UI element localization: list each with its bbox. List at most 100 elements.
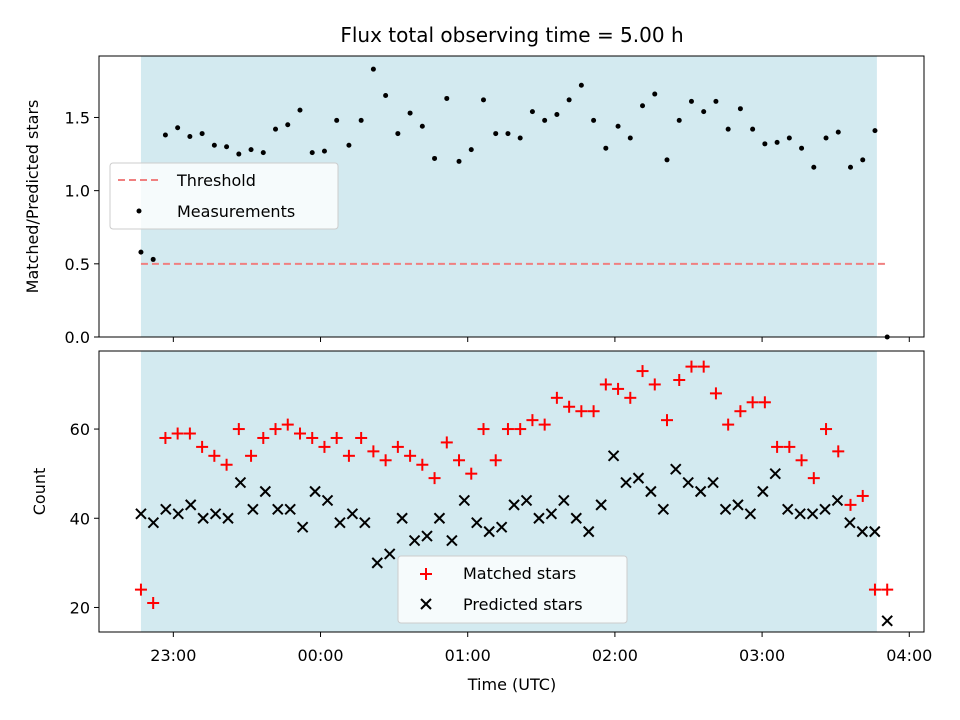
- matched-star-point: [134, 583, 147, 596]
- measurement-point: [603, 145, 609, 151]
- measurement-point: [468, 147, 474, 153]
- measurement-point: [591, 117, 597, 123]
- predicted-star-point: [446, 534, 458, 547]
- x-tick-label: 02:00: [592, 646, 638, 665]
- matched-star-point: [538, 418, 551, 431]
- x-axis-label: Time (UTC): [467, 675, 556, 694]
- predicted-star-point: [869, 525, 881, 538]
- predicted-star-point: [147, 517, 160, 529]
- legend-matched-label: Matched stars: [463, 564, 576, 583]
- measurement-point: [725, 126, 731, 132]
- legend-predicted-label: Predicted stars: [463, 595, 583, 614]
- matched-star-point: [844, 498, 857, 511]
- x-tick-label: 23:00: [150, 646, 196, 665]
- bottom-legend-box: [397, 555, 628, 624]
- matched-star-point: [783, 440, 796, 453]
- matched-star-point: [440, 436, 453, 449]
- predicted-star-point: [732, 499, 744, 511]
- measurement-point: [444, 95, 450, 101]
- predicted-star-point: [408, 534, 421, 547]
- measurement-point: [224, 144, 230, 150]
- measurement-point: [835, 129, 841, 135]
- top-legend-box: [109, 162, 339, 230]
- matched-star-point: [245, 449, 258, 462]
- measurement-point: [309, 150, 315, 156]
- matched-star-point: [514, 423, 527, 436]
- matched-star-point: [159, 431, 172, 444]
- y-tick-label: 0.5: [65, 255, 90, 274]
- matched-star-point: [355, 431, 368, 444]
- y-tick-label: 1.5: [65, 108, 90, 127]
- bottom-axes-frame: [98, 350, 925, 633]
- matched-star-point: [758, 396, 771, 409]
- predicted-star-point: [184, 499, 197, 511]
- predicted-star-point: [856, 525, 869, 538]
- top-y-axis-label: Matched/Predicted stars: [23, 100, 42, 294]
- matched-star-point: [416, 458, 429, 471]
- measurement-point: [664, 157, 670, 163]
- matched-star-point: [342, 449, 355, 462]
- bottom-y-ticks: 20 40 60: [70, 420, 99, 617]
- matched-star-point: [428, 472, 441, 485]
- measurement-point: [652, 91, 658, 97]
- measurement-point: [162, 132, 168, 138]
- predicted-star-point: [520, 494, 533, 507]
- predicted-star-point: [570, 512, 582, 524]
- y-tick-label: 60: [70, 420, 90, 439]
- predicted-star-point: [533, 512, 545, 524]
- predicted-star-point: [209, 508, 222, 520]
- matched-star-point: [404, 449, 417, 462]
- matched-star-point: [624, 391, 637, 404]
- y-tick-label: 0.0: [65, 328, 90, 347]
- panel-ratio: 0.0 0.5 1.0 1.5 Matched/Predicted stars Thr…: [23, 55, 925, 347]
- measurement-point: [432, 155, 438, 161]
- y-tick-label: 1.0: [65, 182, 90, 201]
- matched-star-point: [220, 458, 233, 471]
- measurement-point: [480, 97, 486, 103]
- measurement-point: [872, 128, 878, 134]
- measurement-point: [701, 109, 707, 115]
- measurement-point: [517, 135, 523, 141]
- measurement-point: [175, 125, 181, 131]
- measurement-point: [799, 145, 805, 151]
- predicted-star-point: [794, 508, 806, 520]
- measurement-point: [260, 150, 266, 156]
- top-axes-frame: [98, 55, 925, 338]
- predicted-star-point: [582, 525, 595, 538]
- bottom-y-axis-label: Count: [30, 468, 49, 516]
- measurement-point: [762, 141, 768, 147]
- predicted-star-point: [172, 508, 184, 520]
- predicted-star-point: [645, 485, 657, 498]
- predicted-star-point: [558, 494, 570, 507]
- measurement-point: [273, 126, 279, 132]
- matched-star-point: [587, 405, 600, 418]
- measurement-point: [786, 135, 792, 141]
- legend-threshold-label: Threshold: [176, 171, 256, 190]
- predicted-star-point: [682, 476, 694, 489]
- matched-star-point: [147, 597, 160, 610]
- matched-star-point: [269, 423, 282, 436]
- measurement-point: [566, 97, 572, 103]
- predicted-star-point: [222, 512, 234, 524]
- top-legend: Threshold Measurements: [109, 162, 339, 230]
- measurement-point: [297, 107, 303, 113]
- matched-star-point: [465, 467, 478, 480]
- matched-star-point: [208, 449, 221, 462]
- matched-star-point: [183, 427, 196, 440]
- bottom-legend: Matched stars Predicted stars: [397, 555, 628, 624]
- predicted-star-point: [359, 517, 371, 529]
- matched-star-point: [550, 391, 563, 404]
- predicted-star-point: [545, 508, 558, 520]
- x-tick-label: 00:00: [297, 646, 343, 665]
- matched-star-point: [820, 423, 833, 436]
- predicted-star-point: [495, 521, 508, 533]
- measurement-point: [248, 147, 254, 153]
- matched-star-point: [575, 405, 588, 418]
- matched-star-point: [807, 472, 820, 485]
- predicted-star-point: [160, 503, 172, 516]
- predicted-star-point: [321, 494, 334, 507]
- measurement-point: [542, 117, 548, 123]
- measurement-point: [750, 126, 756, 132]
- measurement-point: [493, 131, 499, 137]
- matched-star-point: [746, 396, 759, 409]
